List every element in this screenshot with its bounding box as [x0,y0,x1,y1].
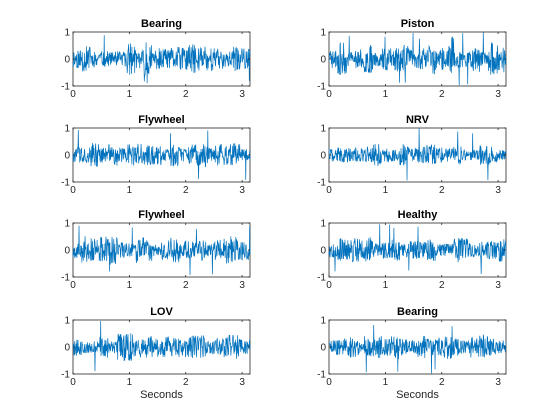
signal-line [72,320,251,372]
y-tick-label: -1 [317,178,326,189]
x-tick-label: 3 [239,280,245,291]
subplot-title: Healthy [398,209,439,221]
y-tick-label: 0 [320,246,326,257]
x-tick-label: 3 [495,89,501,100]
x-axis-label: Seconds [396,389,439,401]
y-tick-label: 1 [64,219,70,230]
x-tick-label: 0 [70,377,76,388]
signal-line [72,225,251,276]
subplot-title: Bearing [141,18,182,30]
x-tick-label: 2 [439,377,445,388]
x-tick-label: 3 [239,377,245,388]
y-tick-label: 1 [320,28,326,39]
y-tick-label: 0 [320,343,326,354]
x-tick-label: 2 [183,185,189,196]
subplot-title: Piston [401,18,435,30]
x-tick-label: 3 [239,185,245,196]
y-tick-label: -1 [317,370,326,381]
signal-line [328,32,507,86]
y-tick-label: 1 [320,124,326,135]
x-tick-label: 2 [183,280,189,291]
subplot-title: Bearing [397,306,438,318]
x-tick-label: 0 [326,280,332,291]
y-tick-label: -1 [61,370,70,381]
y-tick-label: 1 [64,28,70,39]
subplot-title: NRV [406,114,430,126]
subplot-title: Flywheel [138,209,184,221]
y-tick-label: 0 [64,343,70,354]
x-tick-label: 1 [383,185,389,196]
y-tick-label: 1 [64,316,70,327]
y-tick-label: -1 [61,82,70,93]
x-tick-label: 3 [239,89,245,100]
y-tick-label: -1 [61,273,70,284]
x-tick-label: 2 [183,377,189,388]
signal-line [72,35,251,84]
x-tick-label: 2 [183,89,189,100]
x-tick-label: 1 [127,89,133,100]
x-tick-label: 3 [495,280,501,291]
y-tick-label: 1 [320,219,326,230]
signal-line [72,130,251,180]
x-tick-label: 1 [383,377,389,388]
x-tick-label: 3 [495,185,501,196]
y-tick-label: 0 [320,151,326,162]
y-tick-label: -1 [61,178,70,189]
y-tick-label: 0 [320,55,326,66]
y-tick-label: -1 [317,82,326,93]
y-tick-label: -1 [317,273,326,284]
y-tick-label: 0 [64,151,70,162]
x-tick-label: 3 [495,377,501,388]
x-tick-label: 0 [70,280,76,291]
x-tick-label: 2 [439,185,445,196]
x-tick-label: 1 [127,280,133,291]
subplot-title: LOV [150,306,173,318]
x-tick-label: 0 [70,89,76,100]
x-tick-label: 2 [439,89,445,100]
x-tick-label: 0 [326,185,332,196]
signal-line [328,224,507,274]
signal-line [328,325,507,374]
x-tick-label: 2 [439,280,445,291]
y-tick-label: 0 [64,55,70,66]
y-tick-label: 1 [320,316,326,327]
signal-line [328,128,507,181]
x-tick-label: 1 [383,89,389,100]
x-tick-label: 0 [326,377,332,388]
subplot-title: Flywheel [138,114,184,126]
x-tick-label: 1 [127,377,133,388]
x-tick-label: 1 [383,280,389,291]
y-tick-label: 0 [64,246,70,257]
x-tick-label: 1 [127,185,133,196]
x-tick-label: 0 [70,185,76,196]
x-axis-label: Seconds [140,389,183,401]
x-tick-label: 0 [326,89,332,100]
y-tick-label: 1 [64,124,70,135]
